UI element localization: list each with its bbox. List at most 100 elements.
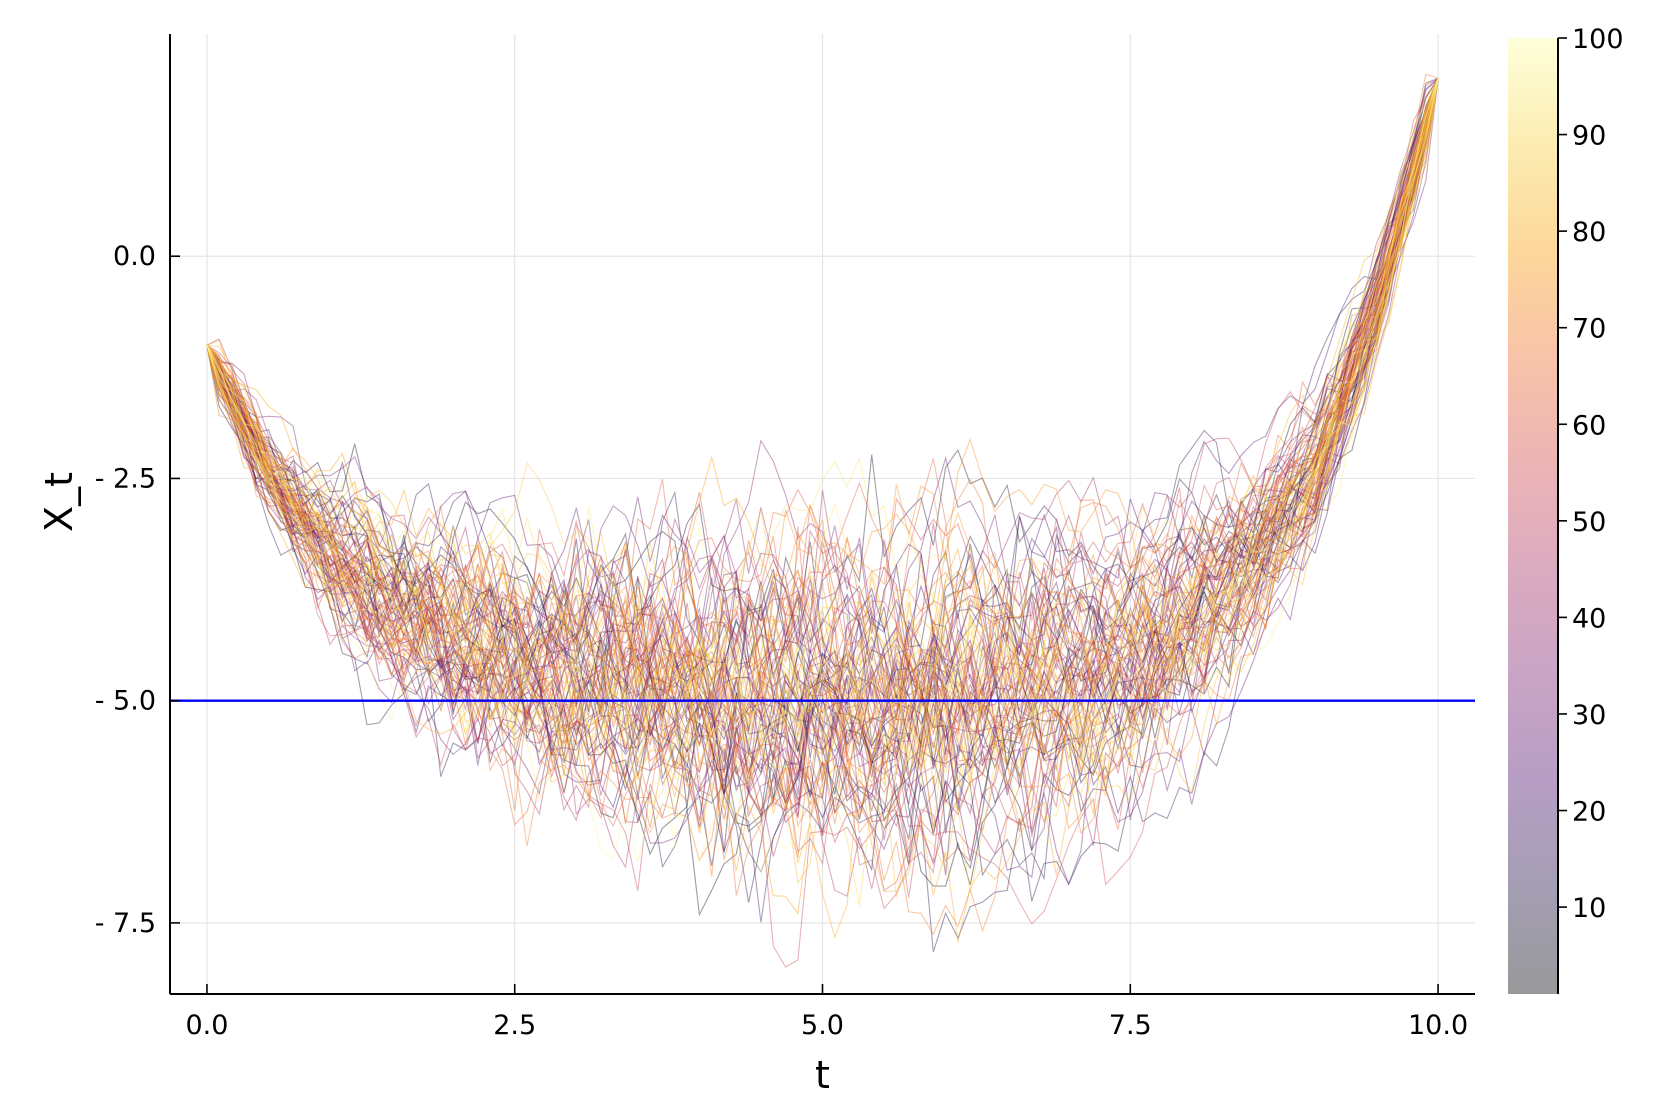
sample-path [206,78,1439,841]
sample-path [206,78,1439,923]
sample-path [206,78,1439,773]
sample-path [206,78,1439,879]
sample-path [206,78,1439,878]
sample-path [206,78,1439,852]
sample-path [206,78,1439,853]
sample-path [206,78,1439,802]
y-tick-label: 0.0 [113,241,156,272]
colorbar-tick-label: 100 [1572,24,1624,55]
sample-path [206,78,1439,891]
colorbar-tick-label: 50 [1572,507,1606,538]
sample-path [206,78,1439,767]
sample-path [206,78,1439,765]
sample-path [206,78,1439,872]
sample-path [206,78,1439,783]
colorbar-tick-label: 10 [1572,893,1606,924]
sample-path [206,78,1439,753]
sample-path [206,78,1439,897]
sample-path [206,78,1439,830]
x-axis-title: t [815,1053,830,1097]
sample-path [206,78,1439,846]
sample-path [206,77,1439,796]
sample-path [206,78,1439,797]
colorbar-tick-label: 40 [1572,603,1606,634]
colorbar [1508,38,1558,994]
sample-path [206,78,1439,803]
sample-path [206,78,1439,943]
sample-path [206,78,1439,726]
x-tick-label: 5.0 [801,1010,844,1041]
sample-path [206,78,1439,844]
sample-path [206,78,1439,953]
sample-path [206,78,1439,887]
colorbar-tick-label: 90 [1572,121,1606,152]
sample-path [206,78,1439,917]
sample-path [206,78,1439,747]
colorbar-tick-label: 60 [1572,410,1606,441]
sample-path [206,78,1439,716]
colorbar-ticks: 10 20 30 40 50 60 70 80 90 100 [1558,24,1624,924]
sample-path [206,78,1439,710]
sample-path [206,78,1439,779]
sample-path [206,78,1439,809]
sample-path [206,78,1439,836]
sample-path [206,78,1439,860]
sample-path [206,78,1439,816]
sample-path [206,78,1439,826]
sample-path [206,78,1439,739]
sample-path [206,78,1439,840]
y-tick-label: - 7.5 [95,908,156,939]
y-axis-ticks: 0.0 - 2.5 - 5.0 - 7.5 [95,241,180,939]
sample-path [206,78,1439,726]
sample-paths [206,73,1439,968]
x-tick-label: 10.0 [1408,1010,1468,1041]
sample-path [206,78,1439,838]
sample-path [206,78,1439,818]
sample-path [206,78,1439,823]
sample-path [206,78,1439,866]
sample-path [206,78,1439,792]
sample-path [206,78,1439,710]
sample-path [206,78,1439,767]
sample-path [206,78,1439,857]
x-tick-label: 7.5 [1109,1010,1152,1041]
sample-path [206,78,1439,804]
sample-path [206,78,1439,798]
y-tick-label: - 2.5 [95,463,156,494]
sample-path [206,78,1439,802]
y-tick-label: - 5.0 [95,686,156,717]
sample-path [206,78,1439,809]
sample-path [206,78,1439,821]
sample-path [206,78,1439,862]
sample-path [206,78,1439,827]
sample-path [206,78,1439,832]
sample-path [206,78,1439,838]
y-axis-title: X_t [37,472,81,532]
sample-path [206,78,1439,770]
sample-path [206,78,1439,910]
sample-path [206,78,1439,782]
sample-path [206,78,1439,775]
sample-path [206,78,1439,779]
sample-path [206,78,1439,835]
sample-path [206,78,1439,770]
sample-path [206,78,1439,863]
sample-path [206,78,1439,830]
sample-path [206,78,1439,874]
sample-path [206,78,1439,811]
sample-path [206,78,1439,874]
sample-path [206,78,1439,822]
sample-path [206,78,1439,792]
sample-path [206,78,1439,906]
sample-path [206,78,1439,820]
sample-path [206,78,1439,803]
sample-path [206,78,1439,886]
sample-path [206,78,1439,772]
sample-path [206,78,1439,813]
sample-path [206,78,1439,829]
sample-path [206,78,1439,898]
sample-path [206,78,1439,869]
colorbar-tick-label: 70 [1572,314,1606,345]
sample-path [206,78,1439,925]
